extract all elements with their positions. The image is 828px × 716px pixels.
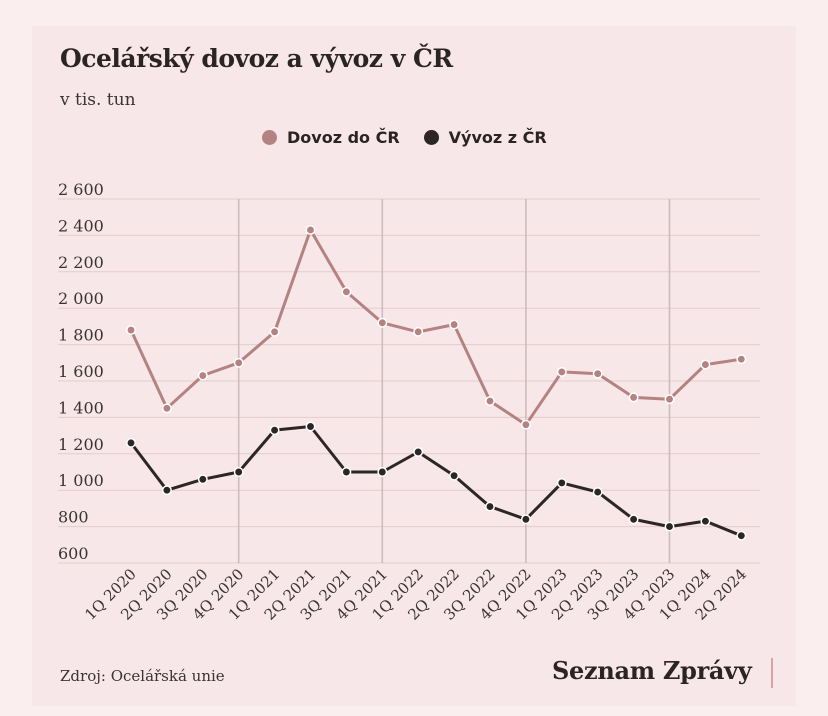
y-tick-label: 1 800 — [58, 326, 104, 345]
data-point-export — [161, 485, 172, 496]
data-point-import — [736, 354, 747, 365]
legend: Dovoz do ČR Vývoz z ČR — [262, 128, 571, 147]
chart-card — [32, 26, 796, 706]
series-line-export — [129, 425, 743, 538]
data-point-import — [628, 392, 639, 403]
y-axis-ticks: 2 600 2 400 2 200 2 000 1 800 1 600 1 400 1 200… — [58, 180, 104, 563]
data-point-export — [269, 425, 280, 436]
data-point-export — [700, 516, 711, 527]
data-point-export — [449, 470, 460, 481]
data-point-import — [700, 359, 711, 370]
brand-logo: Seznam Zprávy — [552, 656, 752, 685]
data-point-import — [197, 370, 208, 381]
data-point-export — [520, 514, 531, 525]
brand-bar — [771, 658, 773, 688]
data-point-import — [664, 394, 675, 405]
series-line-import — [129, 228, 743, 427]
data-point-export — [485, 501, 495, 512]
data-point-export — [377, 467, 388, 477]
y-tick-label: 2 200 — [58, 253, 104, 272]
y-tick-label: 2 000 — [58, 289, 104, 308]
data-point-export — [197, 474, 208, 485]
y-tick-label: 800 — [58, 508, 89, 527]
y-tick-label: 2 600 — [58, 180, 104, 199]
data-point-import — [413, 326, 424, 337]
legend-item-export: Vývoz z ČR — [423, 128, 547, 147]
y-tick-label: 600 — [58, 544, 89, 563]
data-point-export — [305, 421, 316, 432]
data-point-import — [341, 286, 352, 297]
data-point-export — [592, 487, 603, 497]
data-point-import — [377, 317, 388, 328]
y-tick-label: 1 200 — [58, 435, 104, 454]
data-point-import — [485, 396, 495, 406]
data-point-import — [592, 368, 603, 379]
y-tick-label: 2 400 — [58, 216, 104, 235]
data-point-import — [305, 224, 316, 235]
data-point-import — [126, 325, 136, 335]
data-point-import — [449, 319, 460, 330]
series-layer — [126, 224, 747, 541]
data-point-export — [413, 447, 424, 457]
data-point-export — [233, 467, 244, 477]
data-point-export — [664, 521, 675, 532]
data-point-import — [233, 357, 244, 368]
y-tick-label: 1 600 — [58, 362, 104, 381]
chart-subtitle: v tis. tun — [60, 90, 136, 110]
grid-lines — [58, 198, 760, 564]
data-point-export — [556, 477, 567, 488]
legend-item-import: Dovoz do ČR — [262, 128, 400, 147]
data-point-export — [341, 467, 352, 477]
legend-label-export: Vývoz z ČR — [448, 128, 547, 147]
data-point-import — [269, 326, 280, 337]
data-point-import — [161, 403, 172, 414]
chart-title: Ocelářský dovoz a vývoz v ČR — [60, 44, 453, 73]
source-note: Zdroj: Ocelářská unie — [60, 667, 225, 685]
y-tick-label: 1 400 — [58, 398, 104, 417]
data-point-import — [556, 366, 567, 377]
data-point-export — [126, 437, 136, 448]
data-point-export — [628, 514, 639, 525]
y-tick-label: 1 000 — [58, 471, 104, 490]
legend-dot-export — [423, 130, 439, 145]
data-point-export — [736, 530, 747, 541]
year-marker-lines — [237, 199, 671, 563]
data-point-import — [520, 419, 531, 430]
legend-label-import: Dovoz do ČR — [287, 128, 400, 147]
legend-dot-import — [262, 130, 277, 145]
